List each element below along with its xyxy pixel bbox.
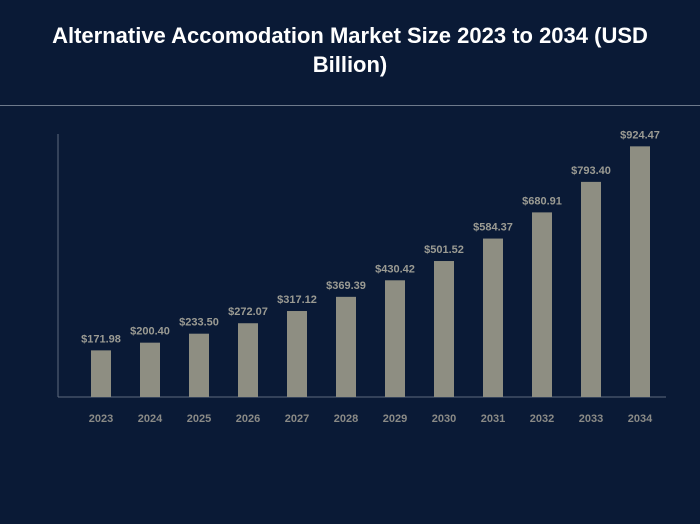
chart-header: Alternative Accomodation Market Size 202… <box>0 0 700 106</box>
data-label-2032: $680.91 <box>522 195 562 207</box>
data-label-2031: $584.37 <box>473 222 513 234</box>
data-label-2027: $317.12 <box>277 294 317 306</box>
bar-2027 <box>287 311 307 397</box>
bar-2026 <box>238 323 258 397</box>
data-label-2024: $200.40 <box>130 326 170 338</box>
data-label-2023: $171.98 <box>81 333 121 345</box>
chart-title: Alternative Accomodation Market Size 202… <box>52 22 648 77</box>
bar-2024 <box>140 342 160 397</box>
bars-group: $171.98 2023 $200.40 2024 $233.50 2025 $272.07… <box>81 129 660 425</box>
bar-2029 <box>385 280 405 397</box>
bar-2023 <box>91 350 111 397</box>
x-tick-2031: 2031 <box>481 413 505 425</box>
x-tick-2032: 2032 <box>530 413 554 425</box>
data-label-2025: $233.50 <box>179 317 219 329</box>
x-tick-2033: 2033 <box>579 413 603 425</box>
data-label-2028: $369.39 <box>326 280 366 292</box>
data-label-2029: $430.42 <box>375 263 415 275</box>
data-label-2026: $272.07 <box>228 306 268 318</box>
bar-2031 <box>483 238 503 397</box>
x-tick-2024: 2024 <box>138 413 163 425</box>
x-tick-2034: 2034 <box>628 413 653 425</box>
x-tick-2027: 2027 <box>285 413 309 425</box>
bar-2025 <box>189 333 209 397</box>
bar-2030 <box>434 261 454 397</box>
bar-2033 <box>581 181 601 397</box>
x-tick-2028: 2028 <box>334 413 358 425</box>
bar-2032 <box>532 212 552 397</box>
x-tick-2026: 2026 <box>236 413 260 425</box>
bar-2034 <box>630 146 650 397</box>
x-tick-2029: 2029 <box>383 413 407 425</box>
bar-2028 <box>336 296 356 397</box>
x-tick-2025: 2025 <box>187 413 211 425</box>
x-tick-2023: 2023 <box>89 413 113 425</box>
x-tick-2030: 2030 <box>432 413 456 425</box>
data-label-2033: $793.40 <box>571 165 611 177</box>
data-label-2034: $924.47 <box>620 129 660 141</box>
data-label-2030: $501.52 <box>424 244 464 256</box>
